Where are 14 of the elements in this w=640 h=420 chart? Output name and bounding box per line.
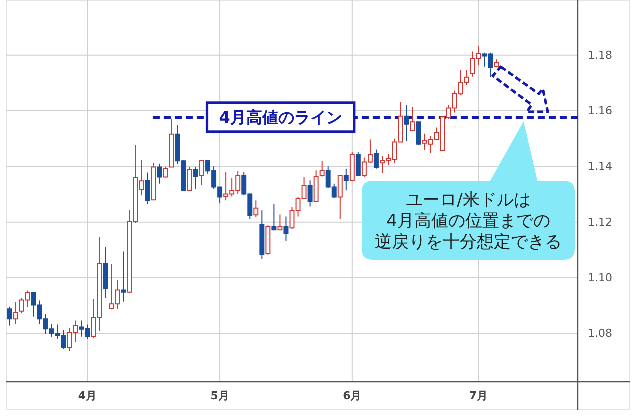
y-tick-label: 1.16 bbox=[588, 104, 612, 118]
y-tick-label: 1.10 bbox=[588, 271, 612, 284]
x-category-label: 7月 bbox=[469, 390, 488, 402]
y-tick-label: 1.08 bbox=[588, 327, 612, 340]
annotation-callout: ユーロ/米ドルは4月高値の位置までの逆戻りを十分想定できる bbox=[362, 121, 575, 260]
ref-line-label: 4月高値のライン bbox=[219, 108, 342, 127]
x-category-label: 4月 bbox=[78, 390, 98, 402]
x-category-label: 5月 bbox=[210, 390, 230, 402]
y-tick-label: 1.18 bbox=[588, 48, 612, 62]
annotation: ユーロ/米ドルは4月高値の位置までの逆戻りを十分想定できる bbox=[375, 190, 562, 252]
x-category-label: 6月 bbox=[343, 390, 362, 402]
y-tick-label: 1.12 bbox=[588, 216, 612, 229]
y-tick-label: 1.14 bbox=[588, 160, 612, 174]
ref-line-label: 4月高値のライン bbox=[206, 102, 356, 134]
